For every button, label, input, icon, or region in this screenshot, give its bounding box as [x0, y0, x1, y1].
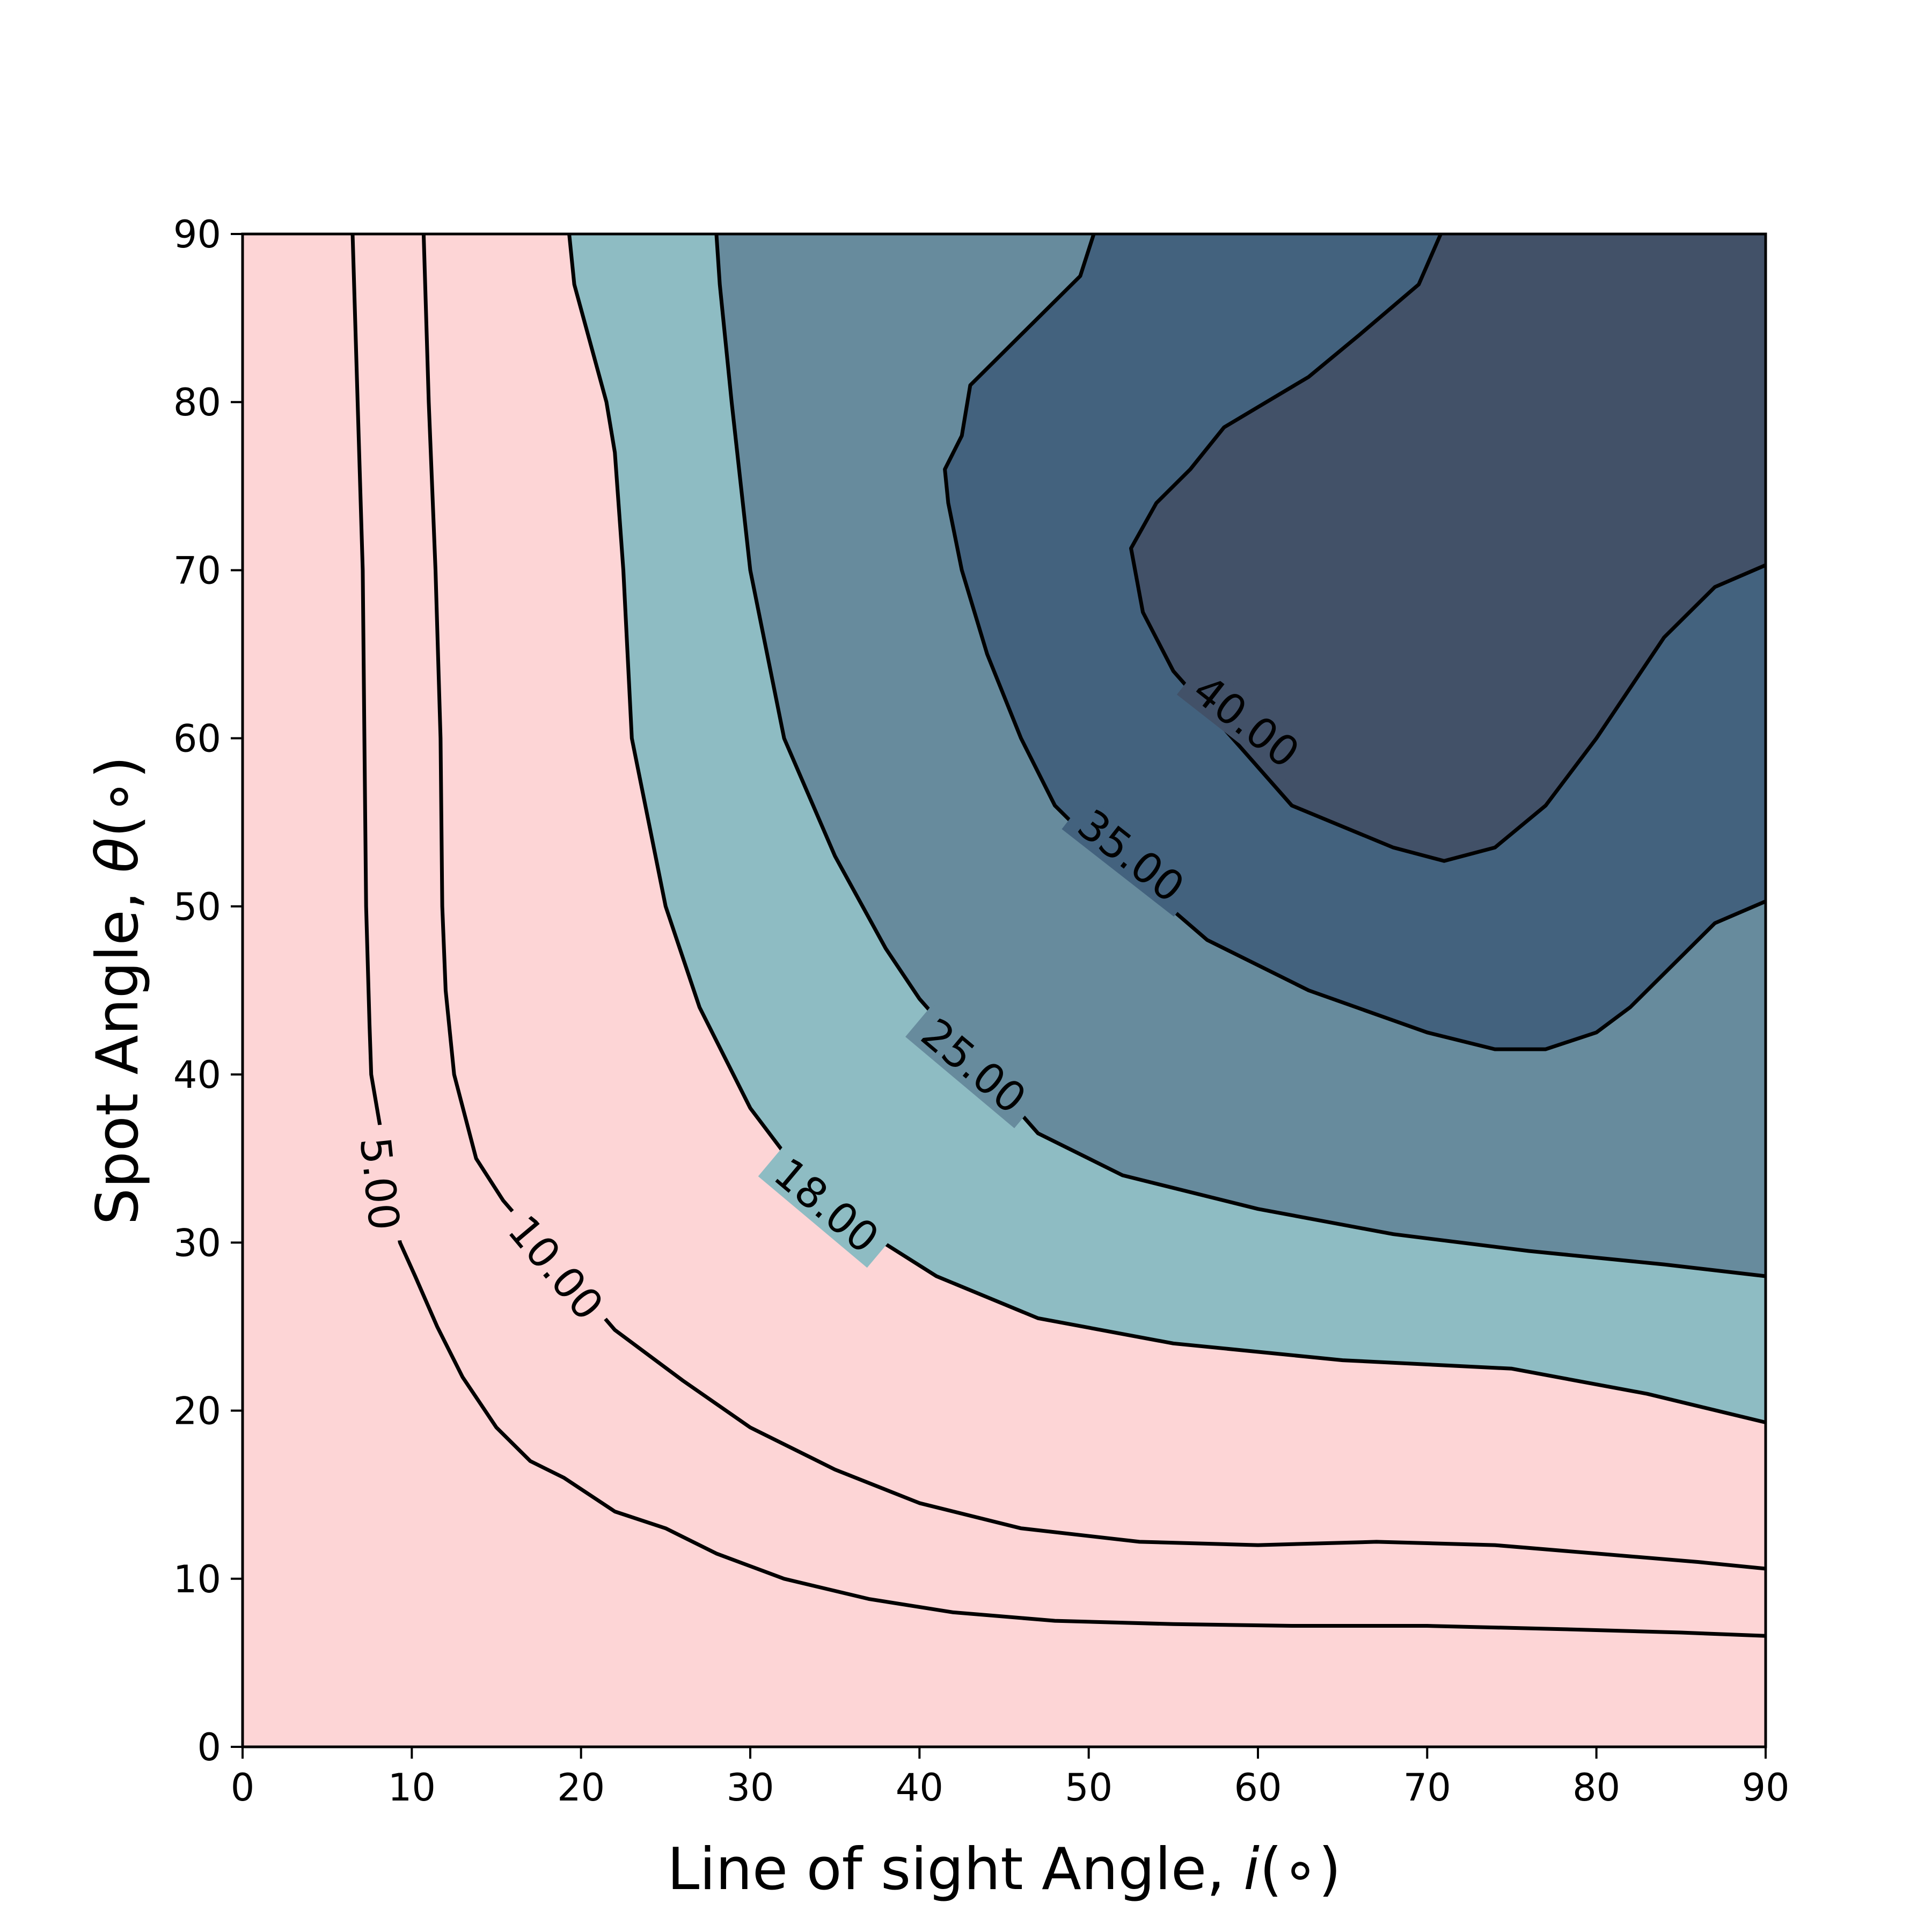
y-axis-label-prefix: Spot Angle, [84, 873, 151, 1225]
x-tick-label: 60 [1234, 1766, 1282, 1810]
contour-label-gap-25 [905, 1004, 1042, 1129]
y-tick-label: 0 [197, 1725, 221, 1769]
x-axis-ticks: 0 10 20 30 40 50 60 70 80 90 [231, 1747, 1790, 1810]
contour-label-gap-5 [352, 1123, 407, 1245]
x-tick-label: 50 [1065, 1766, 1113, 1810]
y-tick-label: 40 [173, 1053, 221, 1097]
contour-label-gap-18 [758, 1143, 895, 1268]
x-axis-label-suffix: (∘) [1260, 1836, 1341, 1903]
y-tick-label: 50 [173, 885, 221, 929]
fill-region-4 [1131, 234, 1766, 861]
plot-frame [241, 232, 1767, 1748]
x-axis-label-symbol: i [1243, 1836, 1260, 1903]
x-tick-label: 30 [726, 1766, 774, 1810]
y-tick-label: 60 [173, 717, 221, 761]
y-tick-label: 20 [173, 1389, 221, 1433]
contour-label-5: 5.00 [350, 1135, 408, 1233]
contour-line-25 [714, 233, 1766, 1278]
x-tick-label: 90 [1741, 1766, 1789, 1810]
y-axis-label-suffix: (∘) [84, 756, 151, 838]
x-tick-label: 20 [557, 1766, 605, 1810]
y-tick-label: 30 [173, 1221, 221, 1265]
contour-label-gap-10 [493, 1199, 618, 1336]
x-tick-label: 40 [896, 1766, 943, 1810]
y-tick-label: 90 [173, 213, 221, 257]
y-axis-ticks: 0 10 20 30 40 50 60 70 80 90 [173, 213, 243, 1769]
contour-line-18 [567, 233, 1766, 1424]
y-tick-label: 70 [173, 548, 221, 592]
x-tick-label: 10 [388, 1766, 436, 1810]
contour-line-40 [1129, 233, 1767, 863]
contour-line-35 [943, 233, 1767, 1051]
x-tick-label: 80 [1572, 1766, 1620, 1810]
y-axis-label-symbol: θ [84, 837, 151, 873]
contour-label-gap-35 [1062, 795, 1201, 917]
contour-line-5 [350, 233, 1766, 1638]
contour-lines [350, 233, 1767, 1638]
y-tick-label: 80 [173, 380, 221, 425]
filled-contour-regions [243, 234, 1766, 1747]
x-tick-label: 70 [1403, 1766, 1451, 1810]
x-axis-label: Line of sight Angle, i(∘) [667, 1836, 1341, 1903]
contour-line-10 [421, 233, 1766, 1571]
y-tick-label: 10 [173, 1557, 221, 1601]
y-axis-label: Spot Angle, θ(∘) [84, 756, 151, 1225]
contour-label-gap-40 [1176, 661, 1315, 782]
x-tick-label: 0 [231, 1766, 255, 1810]
x-axis-label-prefix: Line of sight Angle, [667, 1836, 1243, 1903]
